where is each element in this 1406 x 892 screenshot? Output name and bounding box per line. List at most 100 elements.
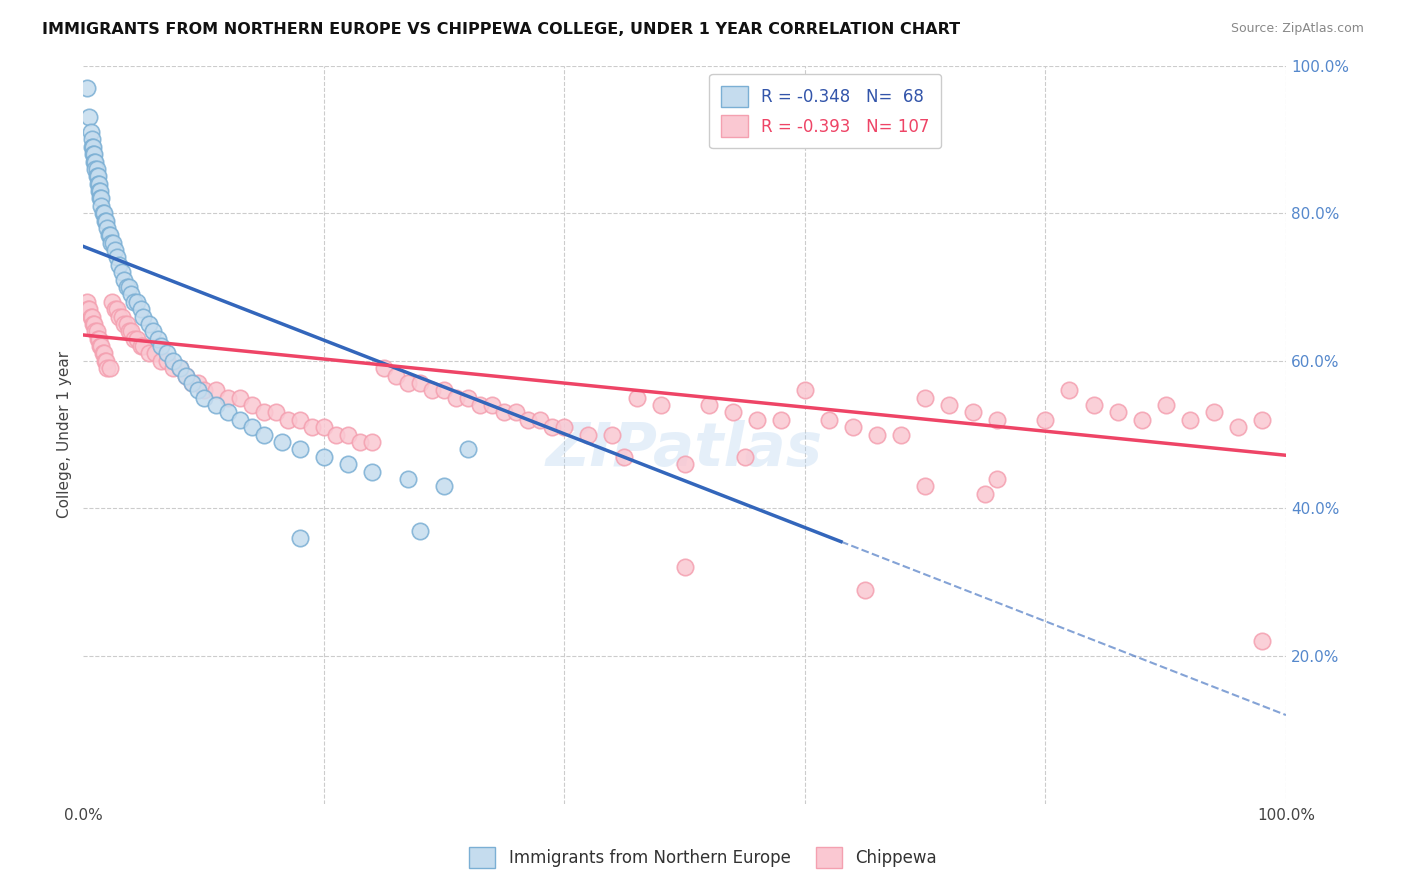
Point (240, 398, 263, 412)
Point (105, 302, 128, 317)
Point (974, 486, 997, 500)
Point (986, 413, 1008, 427)
Point (361, 465, 384, 479)
Point (1178, 413, 1201, 427)
Point (132, 310, 155, 324)
Point (270, 435, 292, 450)
Point (80, 132, 103, 146)
Point (129, 302, 152, 317)
Point (626, 391, 648, 405)
Point (89, 184, 111, 198)
Point (150, 339, 173, 353)
Point (82, 140, 104, 154)
Point (745, 413, 768, 427)
Point (420, 384, 443, 398)
Point (433, 479, 456, 493)
Point (217, 391, 239, 405)
Point (132, 339, 155, 353)
Point (914, 391, 936, 405)
Point (127, 294, 149, 309)
Point (96, 361, 118, 376)
Point (529, 413, 551, 427)
Point (312, 420, 335, 434)
Legend: Immigrants from Northern Europe, Chippewa: Immigrants from Northern Europe, Chippew… (463, 840, 943, 875)
Point (84, 154, 107, 169)
Point (84, 324, 107, 338)
Point (505, 405, 527, 419)
Point (962, 405, 984, 419)
Point (77, 302, 100, 317)
Point (80, 310, 103, 324)
Point (793, 384, 815, 398)
Point (361, 435, 384, 450)
Point (120, 287, 142, 301)
Point (86, 169, 108, 184)
Point (193, 391, 215, 405)
Point (84, 161, 107, 176)
Point (470, 398, 492, 412)
Point (264, 405, 287, 419)
Point (349, 435, 371, 450)
Point (93, 346, 115, 360)
Point (517, 413, 540, 427)
Point (93, 206, 115, 220)
Point (108, 310, 131, 324)
Point (86, 161, 108, 176)
Point (457, 442, 479, 457)
Point (101, 294, 124, 309)
Point (156, 346, 179, 360)
Point (336, 457, 359, 471)
Point (650, 398, 672, 412)
Point (82, 317, 104, 331)
Point (169, 361, 191, 376)
Point (301, 420, 323, 434)
Point (105, 251, 128, 265)
Point (87, 177, 110, 191)
Point (228, 391, 250, 405)
Point (120, 324, 142, 338)
Point (288, 531, 311, 545)
Point (79, 110, 101, 124)
Point (1251, 413, 1274, 427)
Point (103, 302, 125, 317)
Point (457, 391, 479, 405)
Point (541, 420, 564, 434)
Point (118, 324, 141, 338)
Point (673, 457, 696, 471)
Point (890, 427, 912, 442)
Point (162, 353, 184, 368)
Point (90, 339, 112, 353)
Point (89, 191, 111, 205)
Point (187, 376, 209, 390)
Point (193, 384, 215, 398)
Point (1251, 634, 1274, 648)
Point (91, 206, 114, 220)
Point (83, 154, 105, 169)
Point (204, 398, 226, 412)
Point (111, 310, 134, 324)
Point (122, 294, 145, 309)
Point (118, 280, 141, 294)
Point (494, 405, 516, 419)
Point (83, 317, 105, 331)
Point (697, 398, 720, 412)
Point (277, 413, 299, 427)
Point (115, 317, 138, 331)
Point (112, 272, 135, 286)
Point (79, 302, 101, 317)
Point (87, 332, 110, 346)
Point (162, 361, 184, 376)
Point (138, 346, 160, 360)
Point (385, 368, 408, 383)
Point (1202, 405, 1225, 419)
Point (91, 346, 114, 360)
Point (444, 391, 467, 405)
Point (169, 361, 191, 376)
Point (112, 317, 135, 331)
Point (82, 147, 104, 161)
Point (613, 450, 636, 464)
Point (145, 346, 167, 360)
Point (76, 80, 98, 95)
Point (409, 524, 432, 538)
Point (98, 361, 121, 376)
